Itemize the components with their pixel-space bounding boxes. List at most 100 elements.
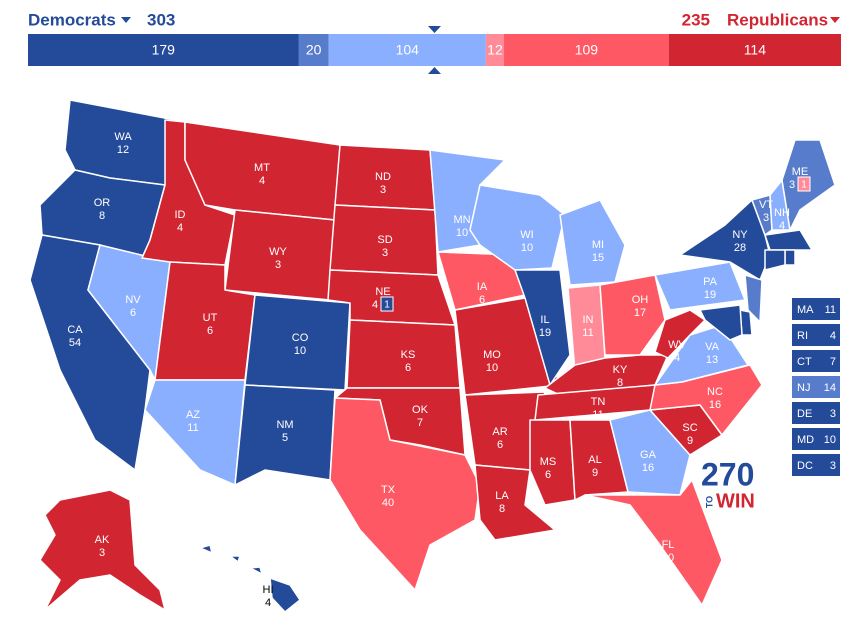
state-votes: 7 (417, 417, 423, 429)
marker-top (428, 26, 441, 33)
state-shape (654, 261, 746, 311)
state-votes: 16 (642, 462, 654, 474)
state-abbr: IL (540, 314, 549, 326)
state-votes: 30 (662, 552, 674, 564)
state-abbr: MO (483, 349, 501, 361)
rep-dropdown[interactable] (830, 17, 840, 23)
state-votes: 28 (734, 242, 746, 254)
state-box (792, 298, 840, 320)
state-shape (609, 409, 691, 496)
state-abbr: NV (125, 294, 141, 306)
state-abbr: ID (175, 209, 186, 221)
bar-segment (328, 34, 486, 66)
district-votes: 1 (801, 180, 807, 191)
state-votes: 13 (706, 354, 718, 366)
state-votes: 4 (674, 352, 680, 364)
state-shape (249, 566, 263, 575)
state-abbr: DE (797, 408, 812, 420)
marker-bottom (428, 67, 441, 74)
bar-segment (298, 34, 329, 66)
state-shape (764, 249, 786, 271)
state-abbr: NY (732, 229, 748, 241)
district-votes: 1 (384, 300, 390, 311)
state-shape (39, 489, 166, 611)
dem-name[interactable]: Democrats (28, 10, 116, 29)
bar-label: 104 (396, 42, 420, 58)
state-abbr: WI (520, 229, 533, 241)
state-shape (514, 269, 571, 386)
state-votes: 3 (382, 247, 388, 259)
state-votes: 3 (789, 179, 795, 191)
state-votes: 19 (704, 289, 716, 301)
state-votes: 3 (830, 460, 836, 472)
state-abbr: AL (588, 454, 601, 466)
district-box (797, 176, 811, 192)
state-votes: 54 (69, 337, 81, 349)
state-votes: 11 (187, 422, 198, 434)
state-abbr: NH (774, 207, 790, 219)
state-abbr: ME (792, 166, 809, 178)
state-shape (744, 274, 763, 323)
state-abbr: NJ (797, 382, 810, 394)
state-abbr: IA (477, 281, 488, 293)
state-votes: 8 (617, 377, 623, 389)
state-abbr: WV (668, 339, 686, 351)
state-votes: 4 (372, 299, 378, 311)
state-votes: 10 (486, 362, 498, 374)
state-shape (199, 544, 213, 554)
state-shape (529, 419, 576, 506)
bar-segment (668, 34, 841, 66)
state-abbr: PA (703, 276, 718, 288)
state-votes: 15 (592, 252, 604, 264)
state-abbr: HI (263, 584, 274, 596)
state-votes: 7 (830, 356, 836, 368)
state-votes: 6 (130, 307, 136, 319)
state-box (792, 454, 840, 476)
state-shape (784, 249, 796, 266)
state-abbr: TX (381, 484, 396, 496)
state-votes: 4 (177, 222, 183, 234)
state-abbr: VT (759, 199, 773, 211)
state-votes: 40 (382, 497, 394, 509)
state-shape (764, 229, 813, 251)
state-votes: 9 (592, 467, 598, 479)
state-shape (679, 199, 771, 281)
state-votes: 9 (687, 435, 693, 447)
state-votes: 12 (117, 144, 129, 156)
state-votes: 6 (497, 439, 503, 451)
state-shape (269, 577, 301, 613)
state-shape (699, 304, 743, 341)
state-shape (144, 379, 246, 486)
state-votes: 4 (259, 175, 265, 187)
bar-label: 12 (487, 42, 503, 58)
state-votes: 10 (456, 227, 468, 239)
state-abbr: SD (377, 234, 392, 246)
state-abbr: AZ (186, 409, 200, 421)
state-abbr: MA (797, 304, 814, 316)
bar-label: 109 (575, 42, 599, 58)
state-abbr: FL (662, 539, 675, 551)
bar-segment (504, 34, 669, 66)
state-votes: 10 (294, 345, 306, 357)
state-abbr: TN (591, 396, 606, 408)
state-abbr: CT (797, 356, 812, 368)
state-votes: 6 (479, 294, 485, 306)
state-votes: 10 (824, 434, 836, 446)
rep-name[interactable]: Republicans (727, 10, 828, 29)
state-abbr: MD (797, 434, 814, 446)
state-abbr: RI (797, 330, 808, 342)
state-votes: 3 (763, 212, 769, 224)
state-abbr: KS (401, 349, 416, 361)
state-shape (599, 274, 666, 356)
dem-dropdown[interactable] (121, 17, 131, 23)
state-box (792, 376, 840, 398)
state-shape (469, 184, 566, 271)
logo: 270 TO WIN (701, 456, 755, 512)
state-votes: 3 (830, 408, 836, 420)
state-box (792, 324, 840, 346)
state-abbr: VA (705, 341, 720, 353)
state-abbr: WA (114, 131, 132, 143)
state-abbr: NE (375, 286, 390, 298)
rep-total: 235 (682, 10, 710, 29)
